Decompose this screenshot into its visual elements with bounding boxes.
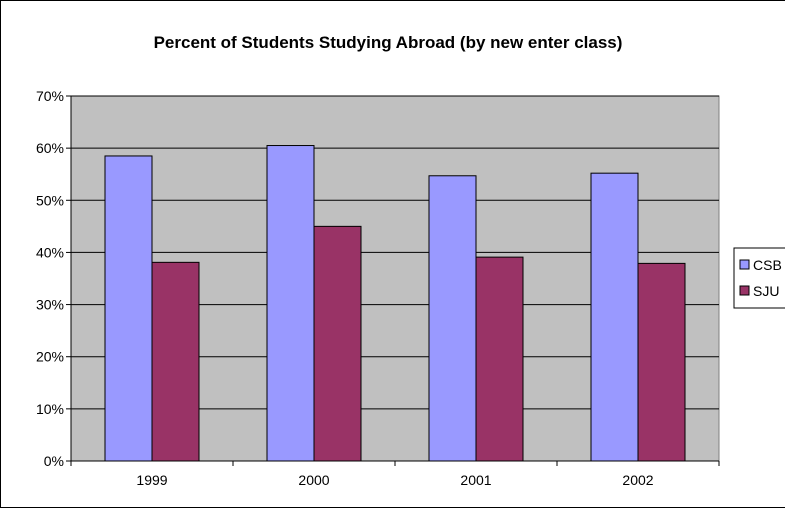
y-tick-label: 60% [36,140,64,156]
x-tick-label: 2002 [622,472,653,488]
bar-sju-2002 [637,262,686,462]
y-tick-label: 70% [36,88,64,104]
x-tick-label: 2001 [460,472,491,488]
plot-area: 0% 10% 20% 30% 40% 50% 60% 70% 1999 2000 2001 2002 [36,88,720,488]
bar-csb-2000 [266,145,315,462]
bar-csb-2001 [428,175,477,462]
bar-csb-1999 [104,155,153,462]
y-tick-label: 30% [36,297,64,313]
y-tick-label: 40% [36,244,64,260]
bar-sju-2001 [475,256,524,462]
y-tick-label: 0% [44,453,64,469]
x-tick-label: 1999 [136,472,167,488]
bar-sju-2000 [313,225,362,462]
bar-sju-1999 [151,261,200,462]
legend-swatch-sju [739,285,750,296]
y-tick-label: 20% [36,349,64,365]
bar-csb-2002 [590,172,639,462]
y-tick-label: 10% [36,401,64,417]
y-tick-label: 50% [36,192,64,208]
x-tick-label: 2000 [298,472,329,488]
legend-box [733,247,785,309]
legend-swatch-csb [739,259,750,270]
legend: CSB SJU [733,247,785,309]
chart-title: Percent of Students Studying Abroad (by … [154,33,623,52]
legend-label-sju: SJU [753,283,779,299]
legend-label-csb: CSB [753,257,782,273]
